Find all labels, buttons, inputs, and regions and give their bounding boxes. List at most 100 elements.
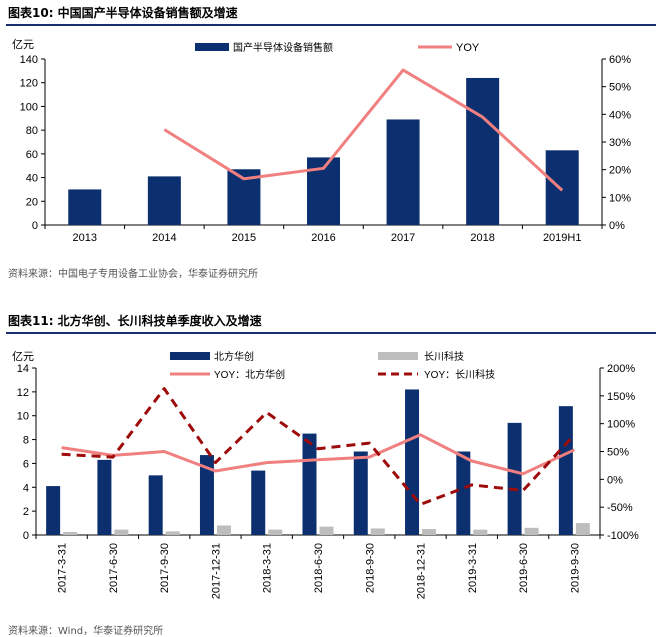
bar-primary: [456, 451, 471, 535]
bar-primary: [353, 451, 368, 535]
bar-secondary: [216, 525, 231, 535]
bar-primary: [302, 433, 317, 535]
bar-primary: [251, 470, 266, 535]
y-tick-label-left: 4: [23, 482, 29, 494]
y-tick-label-right: 60%: [609, 54, 631, 66]
y-tick-label-left: 10: [17, 411, 29, 423]
x-tick-label: 2017-9-30: [159, 543, 171, 593]
bar-secondary: [165, 531, 180, 535]
y-tick-label-left: 8: [23, 435, 29, 447]
chart2-legend: 北方华创 长川科技 YOY：北方华创 YOY：长川科技: [170, 350, 495, 381]
bar-primary: [147, 176, 181, 225]
y-tick-label-right: -100%: [607, 530, 639, 542]
bar-secondary: [473, 529, 488, 535]
chart2-ylabel: 亿元: [12, 350, 34, 363]
y-tick-label-left: 80: [26, 125, 38, 137]
y-tick-label-left: 100: [20, 101, 38, 113]
x-tick-label: 2017-6-30: [108, 543, 120, 593]
figure2-title: 图表11: 北方华创、长川科技单季度收入及增速: [8, 314, 262, 328]
line-yoy-dashed: [61, 387, 576, 506]
x-tick-label: 2016: [311, 232, 335, 244]
legend-label-yoy: YOY: [456, 42, 480, 54]
y-tick-label-left: 140: [20, 54, 38, 66]
bar-secondary: [268, 529, 283, 535]
chart2-labels: 亿元 0 2 4 6 8 10 12 14 -100% -50% 0% 50% 100% 150% 200%…: [12, 350, 639, 599]
x-tick-label: 2019-9-30: [569, 543, 581, 593]
y-tick-label-right: 0%: [607, 474, 623, 486]
bar-secondary: [370, 528, 385, 535]
figure1-source: 资料来源：中国电子专用设备工业协会，华泰证券研究所: [8, 269, 258, 280]
x-tick-label: 2013: [73, 232, 97, 244]
y-tick-label-left: 20: [26, 196, 38, 208]
y-tick-label-right: -50%: [607, 502, 633, 514]
chart1-yoy-line: [163, 68, 564, 192]
bar-secondary: [524, 527, 539, 535]
x-tick-label: 2018-9-30: [364, 543, 376, 593]
y-tick-label-left: 2: [23, 506, 29, 518]
y-tick-label-right: 150%: [607, 391, 635, 403]
y-tick-label-right: 50%: [607, 447, 629, 459]
y-tick-label-left: 12: [17, 387, 29, 399]
bar-secondary: [422, 529, 437, 535]
y-tick-label-right: 50%: [609, 82, 631, 94]
y-tick-label-right: 30%: [609, 137, 631, 149]
chart1-bars: [68, 77, 579, 225]
figure2-source: 资料来源：Wind，华泰证券研究所: [8, 626, 164, 637]
x-tick-label: 2019-3-31: [467, 543, 479, 593]
chart-sales: 亿元 0 20 40 60 80 100 120 140 0% 10% 20% 30% 40% 50% 60…: [12, 38, 631, 244]
y-tick-label-right: 10%: [609, 192, 631, 204]
bar-primary: [148, 475, 163, 535]
chart2-axes: [32, 367, 604, 539]
x-tick-label: 2018-3-31: [262, 543, 274, 593]
x-tick-label: 2018-6-30: [313, 543, 325, 593]
y-tick-label-right: 40%: [609, 109, 631, 121]
legend-label-yoy-naura: YOY：北方华创: [214, 368, 285, 381]
legend-label-yoy-changchuan: YOY：长川科技: [424, 368, 495, 381]
y-tick-label-left: 0: [23, 530, 29, 542]
y-tick-label-left: 6: [23, 458, 29, 470]
bar-primary: [507, 422, 522, 535]
x-tick-label: 2017: [391, 232, 415, 244]
x-tick-label: 2019-6-30: [518, 543, 530, 593]
chart1-ylabel: 亿元: [12, 38, 34, 51]
figure1-title: 图表10: 中国国产半导体设备销售额及增速: [8, 6, 238, 20]
y-tick-label-left: 60: [26, 149, 38, 161]
bar-primary: [46, 486, 61, 535]
x-tick-label: 2017-3-31: [57, 543, 69, 593]
y-tick-label-right: 100%: [607, 419, 635, 431]
x-tick-label: 2014: [152, 232, 176, 244]
y-tick-label-right: 200%: [607, 363, 635, 375]
chart2-yoy-lines: [61, 387, 576, 506]
x-tick-label: 2018: [470, 232, 494, 244]
bar-secondary: [63, 532, 78, 535]
bar-secondary: [319, 526, 334, 535]
y-tick-label-left: 120: [20, 78, 38, 90]
y-tick-label-left: 14: [17, 363, 29, 375]
bar-secondary: [575, 523, 590, 535]
legend-label-changchuan: 长川科技: [424, 350, 464, 363]
chart1-labels: 亿元 0 20 40 60 80 100 120 140 0% 10% 20% 30% 40% 50% 60…: [12, 38, 631, 244]
figure1-rule: [6, 24, 656, 26]
bar-secondary: [114, 529, 129, 535]
legend-label-naura: 北方华创: [214, 350, 254, 363]
line-yoy: [163, 68, 564, 192]
line-yoy: [61, 433, 576, 476]
legend-swatch-naura: [170, 352, 210, 360]
x-tick-label: 2019H1: [543, 232, 582, 244]
bar-primary: [68, 189, 102, 225]
chart-quarterly: 亿元 0 2 4 6 8 10 12 14 -100% -50% 0% 50% 100% 150% 200%…: [12, 350, 639, 599]
legend-label-sales: 国产半导体设备销售额: [233, 41, 333, 54]
legend-swatch-sales: [195, 43, 229, 51]
bar-primary: [199, 455, 214, 535]
figure2-rule: [6, 332, 656, 334]
y-tick-label-left: 0: [32, 220, 38, 232]
legend-swatch-changchuan: [378, 352, 418, 360]
y-tick-label-right: 20%: [609, 165, 631, 177]
bar-primary: [97, 459, 112, 535]
bar-primary: [405, 389, 420, 535]
y-tick-label-right: 0%: [609, 220, 625, 232]
bar-primary: [466, 77, 500, 225]
x-tick-label: 2018-12-31: [416, 543, 428, 599]
x-tick-label: 2017-12-31: [210, 543, 222, 599]
bar-primary: [545, 150, 579, 225]
